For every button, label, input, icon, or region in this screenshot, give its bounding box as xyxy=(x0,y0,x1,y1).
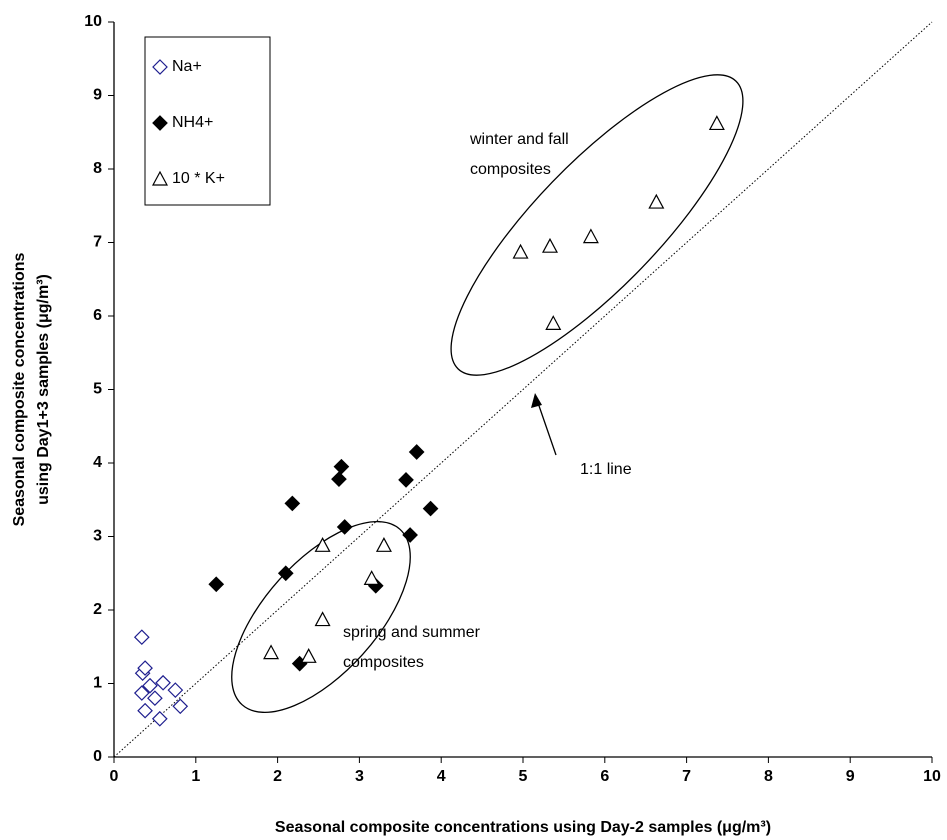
y-tick-label: 10 xyxy=(84,13,102,30)
legend-label: NH4+ xyxy=(172,114,213,131)
x-tick-label: 1 xyxy=(191,768,200,785)
annotation: composites xyxy=(470,161,551,178)
legend-marker xyxy=(152,59,168,75)
x-tick-label: 10 xyxy=(923,768,941,785)
winter-ellipse xyxy=(450,74,744,376)
y-axis-title: using Day1+3 samples (μg/m³) xyxy=(35,274,52,505)
x-tick-label: 2 xyxy=(273,768,282,785)
point xyxy=(314,537,331,552)
point xyxy=(137,660,153,676)
point xyxy=(284,495,301,512)
arrow xyxy=(536,399,557,456)
y-tick-label: 6 xyxy=(93,307,102,324)
y-tick-label: 3 xyxy=(93,528,102,545)
y-tick-label: 2 xyxy=(93,601,102,618)
y-tick-label: 5 xyxy=(93,381,102,398)
x-axis-title: Seasonal composite concentrations using … xyxy=(275,819,771,836)
point xyxy=(363,570,380,585)
point xyxy=(422,500,439,517)
point xyxy=(545,315,562,330)
y-axis-title: Seasonal composite concentrations xyxy=(11,252,28,526)
spring-ellipse xyxy=(231,520,411,714)
x-tick-label: 7 xyxy=(682,768,691,785)
x-tick-label: 8 xyxy=(764,768,773,785)
arrow-head xyxy=(531,393,542,408)
point xyxy=(398,472,414,488)
point xyxy=(402,527,418,543)
y-tick-label: 7 xyxy=(93,234,102,251)
legend-label: 10 * K+ xyxy=(172,170,225,187)
annotation: 1:1 line xyxy=(580,461,632,478)
point xyxy=(277,565,294,582)
point xyxy=(512,243,529,259)
one-to-one-line xyxy=(113,21,933,758)
point xyxy=(208,576,225,593)
legend-marker xyxy=(152,115,168,131)
point xyxy=(541,237,558,253)
y-tick-label: 0 xyxy=(93,748,102,765)
point xyxy=(147,690,163,707)
y-tick-label: 9 xyxy=(93,87,102,104)
point xyxy=(582,228,599,244)
y-tick-label: 1 xyxy=(93,675,102,692)
point xyxy=(300,648,317,663)
y-tick-label: 4 xyxy=(93,454,102,471)
point xyxy=(708,115,725,131)
point xyxy=(155,674,171,691)
point xyxy=(336,519,353,535)
point xyxy=(133,685,150,701)
x-tick-label: 4 xyxy=(437,768,446,785)
annotation: winter and fall xyxy=(469,131,569,148)
point xyxy=(331,471,347,488)
point xyxy=(133,629,150,646)
annotation: composites xyxy=(343,654,424,671)
point xyxy=(151,710,168,727)
y-tick-label: 8 xyxy=(93,160,102,177)
point xyxy=(314,611,331,627)
point xyxy=(167,682,184,698)
x-tick-label: 9 xyxy=(846,768,855,785)
x-tick-label: 0 xyxy=(110,768,119,785)
point xyxy=(142,677,158,694)
point xyxy=(648,193,665,209)
x-tick-label: 5 xyxy=(519,768,528,785)
x-tick-label: 3 xyxy=(355,768,364,785)
point xyxy=(137,702,153,719)
point xyxy=(172,698,189,715)
point xyxy=(408,444,425,460)
point xyxy=(333,458,350,475)
annotation: spring and summer xyxy=(343,624,481,641)
point xyxy=(375,537,392,552)
x-tick-label: 6 xyxy=(600,768,609,785)
point xyxy=(263,644,280,660)
legend-marker xyxy=(151,170,169,186)
legend-label: Na+ xyxy=(172,58,202,75)
